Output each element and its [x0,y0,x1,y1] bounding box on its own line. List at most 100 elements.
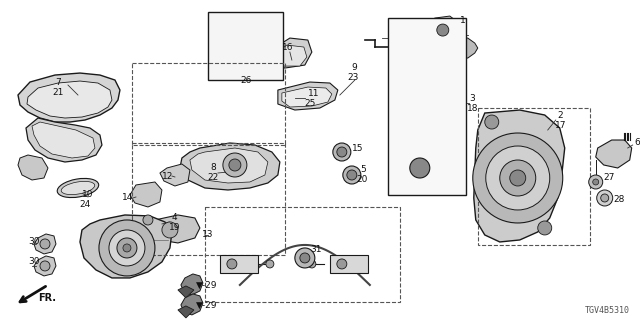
Circle shape [295,248,315,268]
Text: 9: 9 [352,62,358,72]
Circle shape [589,175,603,189]
Text: 31: 31 [310,245,321,254]
Circle shape [300,253,310,263]
Text: 26: 26 [240,76,252,84]
Circle shape [40,261,50,271]
Text: 4: 4 [172,213,177,222]
Ellipse shape [61,181,95,195]
Text: ▼-29: ▼-29 [196,280,218,290]
Text: 3: 3 [470,93,476,102]
Text: 13: 13 [202,230,213,239]
Polygon shape [80,215,172,278]
Polygon shape [34,256,56,276]
Polygon shape [474,110,564,242]
Circle shape [593,179,598,185]
Text: 25: 25 [305,99,316,108]
Circle shape [473,133,563,223]
Bar [478,108,589,245]
Polygon shape [18,155,48,180]
Circle shape [227,259,237,269]
Polygon shape [32,122,95,158]
Polygon shape [210,18,270,72]
Polygon shape [282,87,332,107]
Circle shape [601,194,609,202]
Text: 19: 19 [169,223,180,232]
Circle shape [229,159,241,171]
Text: 10: 10 [82,190,93,199]
Bar [132,143,285,255]
Polygon shape [130,182,162,207]
Text: 6: 6 [635,138,640,147]
Polygon shape [178,286,194,298]
Text: 5: 5 [360,165,365,174]
Circle shape [266,260,274,268]
Polygon shape [18,73,120,122]
Circle shape [347,170,357,180]
Polygon shape [395,30,462,65]
Text: 30: 30 [28,237,40,246]
Polygon shape [596,140,632,168]
Circle shape [117,238,137,258]
Text: 21: 21 [52,88,63,97]
Text: 28: 28 [614,196,625,204]
Circle shape [510,170,525,186]
Text: 20: 20 [357,175,368,185]
Bar [208,12,283,80]
Polygon shape [430,16,458,36]
Polygon shape [27,81,112,118]
Circle shape [500,160,536,196]
Text: 23: 23 [348,73,359,82]
Text: 27: 27 [604,173,615,182]
Polygon shape [181,274,203,295]
Polygon shape [160,164,190,186]
Polygon shape [180,143,280,190]
Text: 17: 17 [555,121,566,130]
Circle shape [421,40,435,54]
Polygon shape [181,294,203,315]
Text: TGV4B5310: TGV4B5310 [585,306,630,315]
Circle shape [538,221,552,235]
Bar [388,18,466,195]
Polygon shape [458,38,478,58]
Polygon shape [216,22,264,66]
Circle shape [484,115,499,129]
Text: 8: 8 [210,164,216,172]
Circle shape [436,24,449,36]
Text: 2: 2 [557,110,563,120]
Text: ▼-29: ▼-29 [196,300,218,309]
Text: 1: 1 [460,16,465,25]
Text: 22: 22 [207,173,218,182]
Text: 7: 7 [55,77,61,86]
Circle shape [337,147,347,157]
Bar [220,255,258,273]
Text: 11: 11 [308,89,319,98]
Polygon shape [34,234,56,254]
Circle shape [40,239,50,249]
Circle shape [416,35,440,59]
Circle shape [123,244,131,252]
Polygon shape [268,38,312,68]
Polygon shape [178,306,194,318]
Circle shape [343,166,361,184]
Text: 15: 15 [352,143,364,153]
Circle shape [410,158,430,178]
Polygon shape [150,215,200,243]
Text: 30: 30 [28,258,40,267]
Text: 14: 14 [122,194,133,203]
Circle shape [99,220,155,276]
Bar [132,63,285,145]
Text: 16: 16 [282,43,293,52]
Polygon shape [278,82,338,110]
Circle shape [333,143,351,161]
Circle shape [223,153,247,177]
Text: 12: 12 [162,172,173,181]
Circle shape [143,215,153,225]
Text: 18: 18 [467,104,478,113]
Circle shape [596,190,612,206]
Bar [205,207,400,302]
Text: FR.: FR. [38,293,56,303]
Circle shape [486,146,550,210]
Text: 24: 24 [79,200,90,210]
Bar [330,255,368,273]
Circle shape [337,259,347,269]
